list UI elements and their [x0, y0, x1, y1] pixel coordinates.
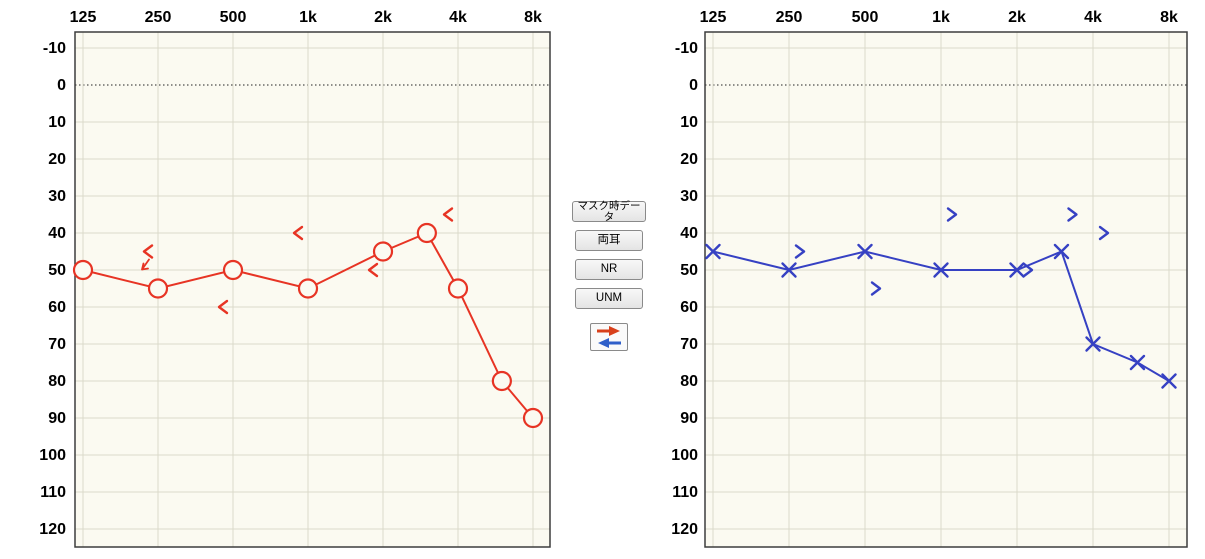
ear-transfer-arrows-icon [597, 326, 621, 348]
svg-text:40: 40 [680, 225, 698, 242]
svg-text:8k: 8k [1160, 9, 1178, 26]
svg-text:10: 10 [48, 114, 66, 131]
svg-text:70: 70 [680, 336, 698, 353]
svg-text:0: 0 [689, 77, 698, 94]
svg-text:60: 60 [48, 299, 66, 316]
mask-data-button[interactable]: マスク時データ [572, 201, 646, 222]
svg-text:1k: 1k [299, 9, 317, 26]
svg-text:30: 30 [48, 188, 66, 205]
svg-text:90: 90 [680, 410, 698, 427]
right-ear-audiogram-chart[interactable]: -10 0 10 20 30 40 50 60 70 80 90 100 110 120 125 250 500… [0, 0, 562, 559]
unm-button[interactable]: UNM [575, 288, 643, 309]
svg-text:500: 500 [852, 9, 879, 26]
ear-transfer-button[interactable] [590, 323, 628, 351]
svg-text:110: 110 [672, 484, 698, 501]
svg-text:100: 100 [39, 447, 66, 464]
right-arrow-icon [597, 326, 620, 336]
left-arrow-icon [598, 338, 621, 348]
svg-text:80: 80 [680, 373, 698, 390]
svg-text:100: 100 [671, 447, 698, 464]
center-control-panel: マスク時データ 両耳 NR UNM [569, 201, 649, 351]
svg-text:40: 40 [48, 225, 66, 242]
svg-text:2k: 2k [1008, 9, 1026, 26]
svg-text:0: 0 [57, 77, 66, 94]
svg-text:90: 90 [48, 410, 66, 427]
svg-text:250: 250 [776, 9, 803, 26]
svg-text:8k: 8k [524, 9, 542, 26]
svg-text:4k: 4k [1084, 9, 1102, 26]
both-ears-button[interactable]: 両耳 [575, 230, 643, 251]
svg-text:4k: 4k [449, 9, 467, 26]
svg-text:80: 80 [48, 373, 66, 390]
nr-button[interactable]: NR [575, 259, 643, 280]
svg-text:20: 20 [48, 151, 66, 168]
svg-text:250: 250 [145, 9, 172, 26]
svg-text:1k: 1k [932, 9, 950, 26]
svg-text:60: 60 [680, 299, 698, 316]
left-ear-audiogram-chart[interactable]: -10 0 10 20 30 40 50 60 70 80 90 100 110 120 125 250 500… [655, 0, 1205, 559]
svg-text:50: 50 [680, 262, 698, 279]
svg-text:20: 20 [680, 151, 698, 168]
svg-text:-10: -10 [43, 40, 66, 57]
svg-text:120: 120 [671, 521, 698, 538]
svg-text:120: 120 [39, 521, 66, 538]
svg-text:30: 30 [680, 188, 698, 205]
svg-text:110: 110 [40, 484, 66, 501]
svg-text:500: 500 [220, 9, 247, 26]
svg-text:50: 50 [48, 262, 66, 279]
svg-text:70: 70 [48, 336, 66, 353]
svg-text:125: 125 [70, 9, 97, 26]
svg-text:10: 10 [680, 114, 698, 131]
svg-text:-10: -10 [675, 40, 698, 57]
svg-text:2k: 2k [374, 9, 392, 26]
svg-text:125: 125 [700, 9, 727, 26]
